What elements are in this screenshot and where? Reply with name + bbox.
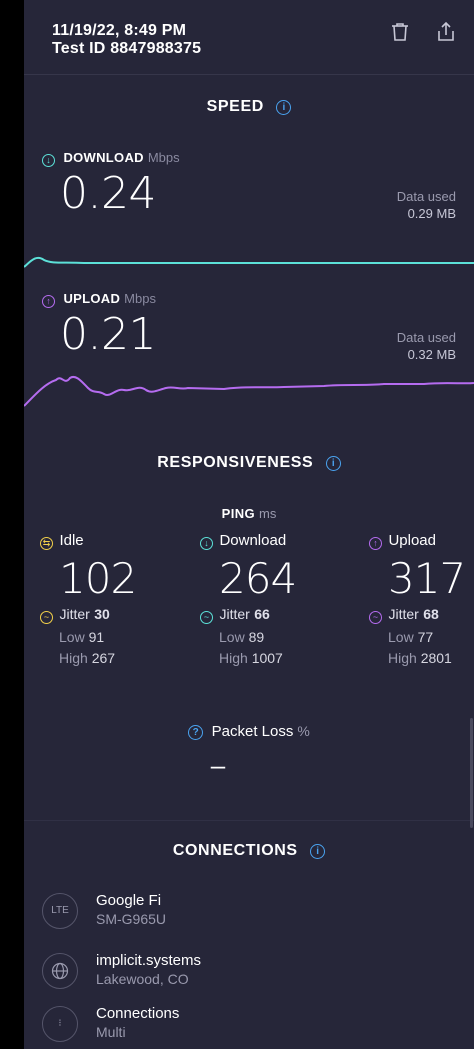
upload-ping-icon: ↑ <box>369 537 382 550</box>
upload-ping-label: Upload <box>388 532 436 549</box>
connections-divider <box>24 820 474 821</box>
download-jitter-label: Jitter <box>219 606 250 622</box>
packet-loss-header: ? Packet Loss% <box>24 723 474 741</box>
idle-high-label: High <box>59 650 88 666</box>
download-speed-graph <box>24 256 474 268</box>
download-jitter-value: 66 <box>254 606 270 622</box>
idle-low-label: Low <box>59 629 85 645</box>
connections-type-value: Multi <box>96 1024 126 1040</box>
upload-low-value: 77 <box>417 629 434 645</box>
idle-high-value: 267 <box>91 650 116 666</box>
upload-jitter-value: 68 <box>423 606 439 622</box>
connections-info-icon[interactable]: i <box>310 844 326 859</box>
upload-unit: Mbps <box>124 291 156 306</box>
download-jitter-icon: ~ <box>200 611 213 624</box>
download-low-value: 89 <box>248 629 265 645</box>
responsiveness-section-header: RESPONSIVENESS i <box>24 454 474 472</box>
speed-info-icon[interactable]: i <box>276 100 292 115</box>
idle-label: Idle <box>59 532 84 549</box>
speed-section-header: SPEED i <box>24 98 474 116</box>
packet-loss-unit: % <box>297 723 310 739</box>
device-model: SM-G965U <box>96 911 167 927</box>
ping-column-upload: ↑ Upload 317 ~ Jitter 68 Low 77 High 280… <box>369 532 474 666</box>
globe-icon <box>42 953 78 989</box>
connections-title: CONNECTIONS <box>172 842 298 859</box>
responsiveness-title: RESPONSIVENESS <box>157 454 314 471</box>
upload-label: UPLOAD <box>63 291 121 306</box>
server-name: implicit.systems <box>96 952 202 969</box>
carrier-name: Google Fi <box>96 892 162 909</box>
idle-jitter-label: Jitter <box>59 606 90 622</box>
connections-icon: ⁝ <box>42 1006 78 1042</box>
share-icon[interactable] <box>434 20 458 44</box>
test-date-time: 11/19/22, 8:49 PM <box>52 22 187 39</box>
upload-high-label: High <box>388 650 417 666</box>
idle-jitter-value: 30 <box>94 606 110 622</box>
download-unit: Mbps <box>147 150 180 165</box>
idle-icon: ⇆ <box>40 537 53 550</box>
packet-loss-label: Packet Loss <box>211 723 294 740</box>
download-ping-icon: ↓ <box>200 537 213 550</box>
upload-high-value: 2801 <box>420 650 452 666</box>
responsiveness-info-icon[interactable]: i <box>325 456 341 471</box>
download-label-row: ↓ DOWNLOAD Mbps <box>42 149 180 167</box>
connections-section-header: CONNECTIONS i <box>24 842 474 860</box>
scrollbar[interactable] <box>470 718 473 828</box>
upload-low-label: Low <box>388 629 414 645</box>
speed-title: SPEED <box>206 98 264 115</box>
ping-label: PING <box>221 506 256 521</box>
lte-icon: LTE <box>42 893 78 929</box>
upload-jitter-icon: ~ <box>369 611 382 624</box>
download-data-used-value: 0.29 MB <box>407 206 456 221</box>
download-speed-value: 0.24 <box>60 168 156 219</box>
upload-label-row: ↑ UPLOAD Mbps <box>42 290 156 308</box>
upload-jitter-label: Jitter <box>388 606 419 622</box>
trash-icon[interactable] <box>388 20 412 44</box>
upload-data-used-value: 0.32 MB <box>407 347 456 362</box>
upload-speed-graph <box>24 376 474 407</box>
upload-speed-value: 0.21 <box>60 309 156 360</box>
download-ping-label: Download <box>219 532 287 549</box>
server-location: Lakewood, CO <box>96 971 189 987</box>
download-label: DOWNLOAD <box>63 150 144 165</box>
idle-jitter-icon: ~ <box>40 611 53 624</box>
test-id: Test ID 8847988375 <box>52 40 202 57</box>
connections-type-label: Connections <box>96 1005 180 1022</box>
download-low-label: Low <box>219 629 245 645</box>
upload-arrow-icon: ↑ <box>42 295 55 308</box>
ping-unit: ms <box>259 506 277 521</box>
upload-ping-value: 317 <box>388 554 466 603</box>
download-high-value: 1007 <box>251 650 283 666</box>
download-ping-value: 264 <box>219 554 297 603</box>
ping-column-idle: ⇆ Idle 102 ~ Jitter 30 Low 91 High 267 <box>40 532 160 666</box>
upload-graph-line <box>24 376 474 407</box>
download-data-used-label: Data used <box>396 189 456 204</box>
download-high-label: High <box>219 650 248 666</box>
idle-ping-value: 102 <box>59 554 137 603</box>
ping-column-download: ↓ Download 264 ~ Jitter 66 Low 89 High 1… <box>200 532 330 666</box>
packet-loss-value: – <box>210 750 226 780</box>
download-arrow-icon: ↓ <box>42 154 55 167</box>
idle-low-value: 91 <box>88 629 105 645</box>
header-divider <box>24 74 474 75</box>
upload-data-used-label: Data used <box>396 330 456 345</box>
download-graph-line <box>24 256 474 268</box>
result-panel: 11/19/22, 8:49 PM Test ID 8847988375 SPE… <box>24 0 474 1049</box>
ping-header: PING ms <box>24 505 474 523</box>
packet-loss-help-icon[interactable]: ? <box>188 725 204 740</box>
